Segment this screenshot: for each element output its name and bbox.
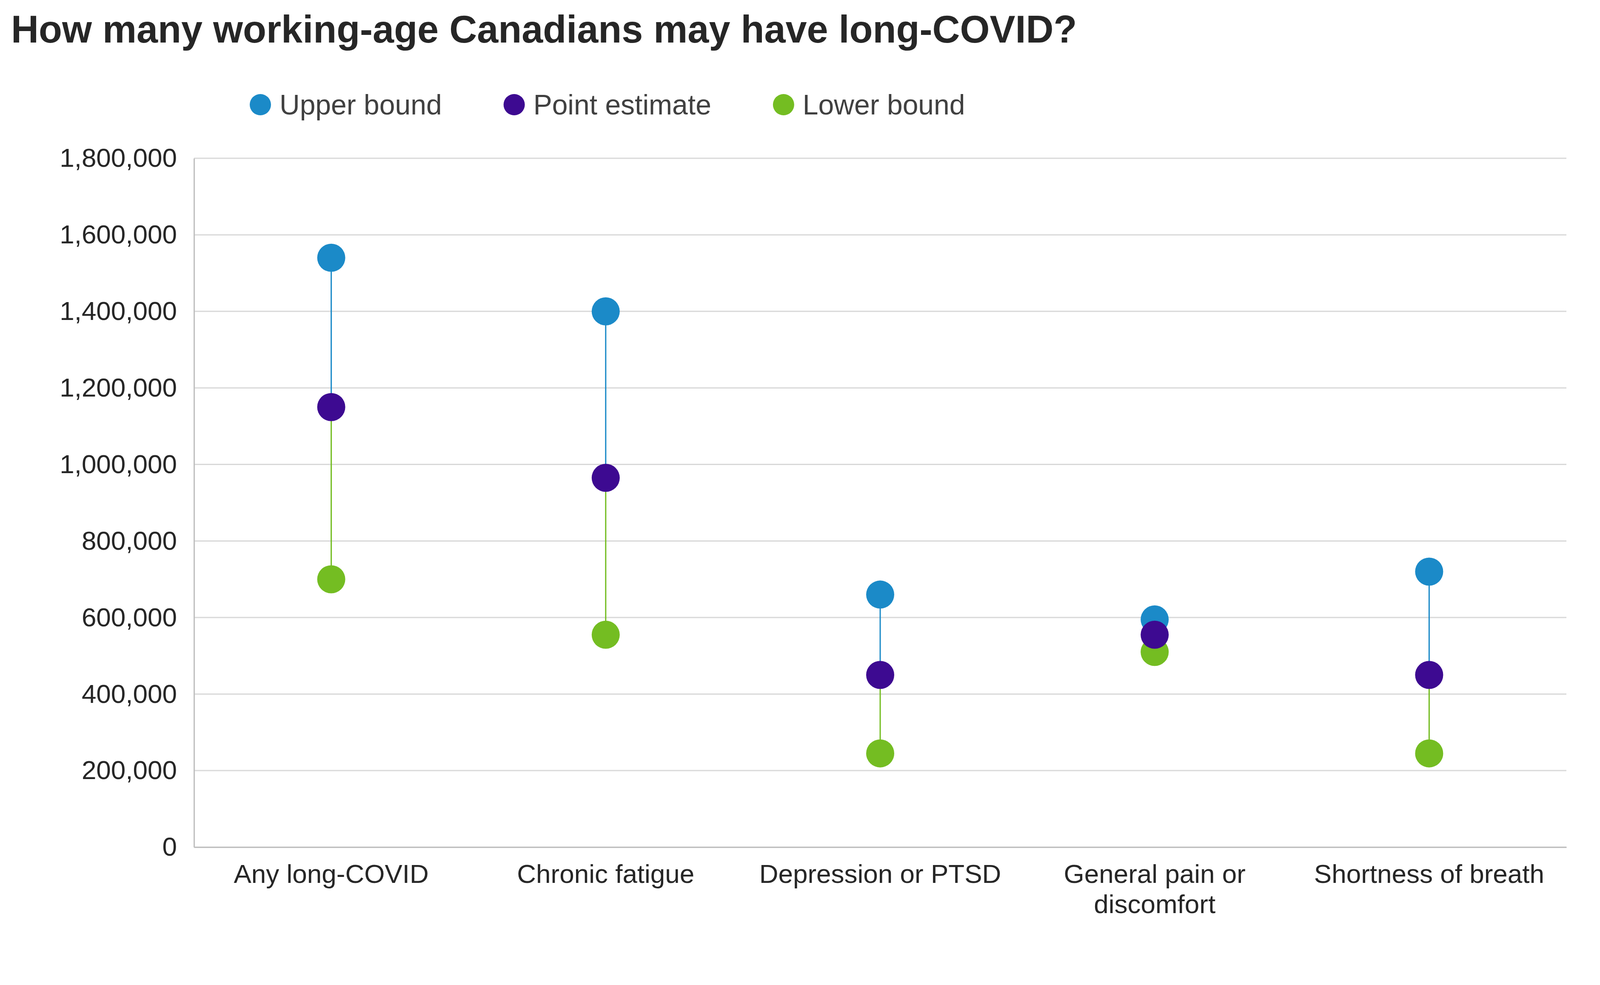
grid-line — [193, 387, 1567, 389]
y-tick: 200,000 — [81, 755, 194, 785]
grid — [193, 158, 1567, 848]
y-tick: 1,400,000 — [59, 296, 194, 326]
dot — [591, 297, 620, 326]
dot — [866, 660, 895, 689]
dot — [591, 463, 620, 492]
chart: How many working-age Canadians may have … — [0, 0, 1600, 985]
y-tick-label: 1,400,000 — [59, 296, 177, 326]
grid-line — [193, 846, 1567, 848]
title: How many working-age Canadians may have … — [11, 8, 1078, 51]
y-axis: 0 200,000 400,000 600,000 800,000 1,000,000 1,… — [59, 142, 194, 862]
y-tick-label: 1,200,000 — [59, 372, 177, 403]
dot — [1140, 620, 1169, 649]
y-tick: 400,000 — [81, 678, 194, 709]
range-connector — [330, 257, 332, 408]
range-connector — [604, 477, 607, 635]
y-tick: 0 — [162, 831, 194, 862]
y-tick-label: 1,000,000 — [59, 449, 177, 479]
x-tick: Depression or PTSD — [759, 847, 1002, 889]
dot — [1414, 660, 1444, 689]
legend-label: Lower bound — [802, 88, 966, 121]
dot — [866, 580, 895, 609]
y-tick-label: 1,600,000 — [59, 219, 177, 249]
y-tick-label: 400,000 — [81, 678, 177, 709]
dot — [1414, 739, 1444, 768]
dot — [317, 243, 346, 272]
x-tick-label: Chronic fatigue — [516, 858, 695, 889]
range-connector — [330, 407, 332, 580]
y-axis-line — [193, 158, 195, 848]
grid-line — [193, 463, 1567, 465]
x-tick: Shortness of breath — [1314, 847, 1545, 889]
x-tick: General pain ordiscomfort — [1063, 847, 1246, 919]
x-tick-label: Shortness of breath — [1314, 858, 1545, 889]
dot — [591, 620, 620, 649]
y-tick-label: 0 — [162, 831, 177, 862]
x-tick-label: General pain ordiscomfort — [1063, 858, 1246, 919]
range-connector — [1428, 571, 1430, 675]
marks — [317, 243, 1444, 768]
x-tick: Any long-COVID — [233, 847, 429, 889]
dot — [1414, 557, 1444, 586]
grid-line — [193, 310, 1567, 312]
legend-label: Upper bound — [279, 88, 443, 121]
y-tick-label: 800,000 — [81, 525, 177, 556]
y-tick: 1,800,000 — [59, 142, 194, 173]
legend-marker — [503, 94, 525, 116]
legend-label: Point estimate — [533, 88, 712, 121]
y-tick-label: 200,000 — [81, 755, 177, 785]
grid-line — [193, 157, 1567, 160]
legend: Upper bound Point estimate Lower bound — [249, 88, 966, 121]
dot — [317, 393, 346, 422]
y-tick: 600,000 — [81, 602, 194, 632]
dot — [317, 564, 346, 594]
legend-marker — [772, 94, 795, 116]
dot — [866, 739, 895, 768]
y-tick-label: 1,800,000 — [59, 142, 177, 173]
x-axis: Any long-COVID Chronic fatigue Depression … — [194, 847, 1567, 919]
x-tick-label: Any long-COVID — [233, 858, 429, 889]
x-axis-line — [194, 846, 1567, 848]
grid-line — [193, 770, 1567, 772]
y-tick: 1,600,000 — [59, 219, 194, 249]
y-tick: 1,200,000 — [59, 372, 194, 403]
grid-line — [193, 540, 1567, 542]
x-tick-label: Depression or PTSD — [759, 858, 1002, 889]
x-tick: Chronic fatigue — [516, 847, 695, 889]
range-connector — [604, 311, 607, 478]
y-tick: 800,000 — [81, 525, 194, 556]
grid-line — [193, 233, 1567, 236]
y-tick: 1,000,000 — [59, 449, 194, 479]
y-tick-label: 600,000 — [81, 602, 177, 632]
legend-marker — [249, 94, 271, 116]
